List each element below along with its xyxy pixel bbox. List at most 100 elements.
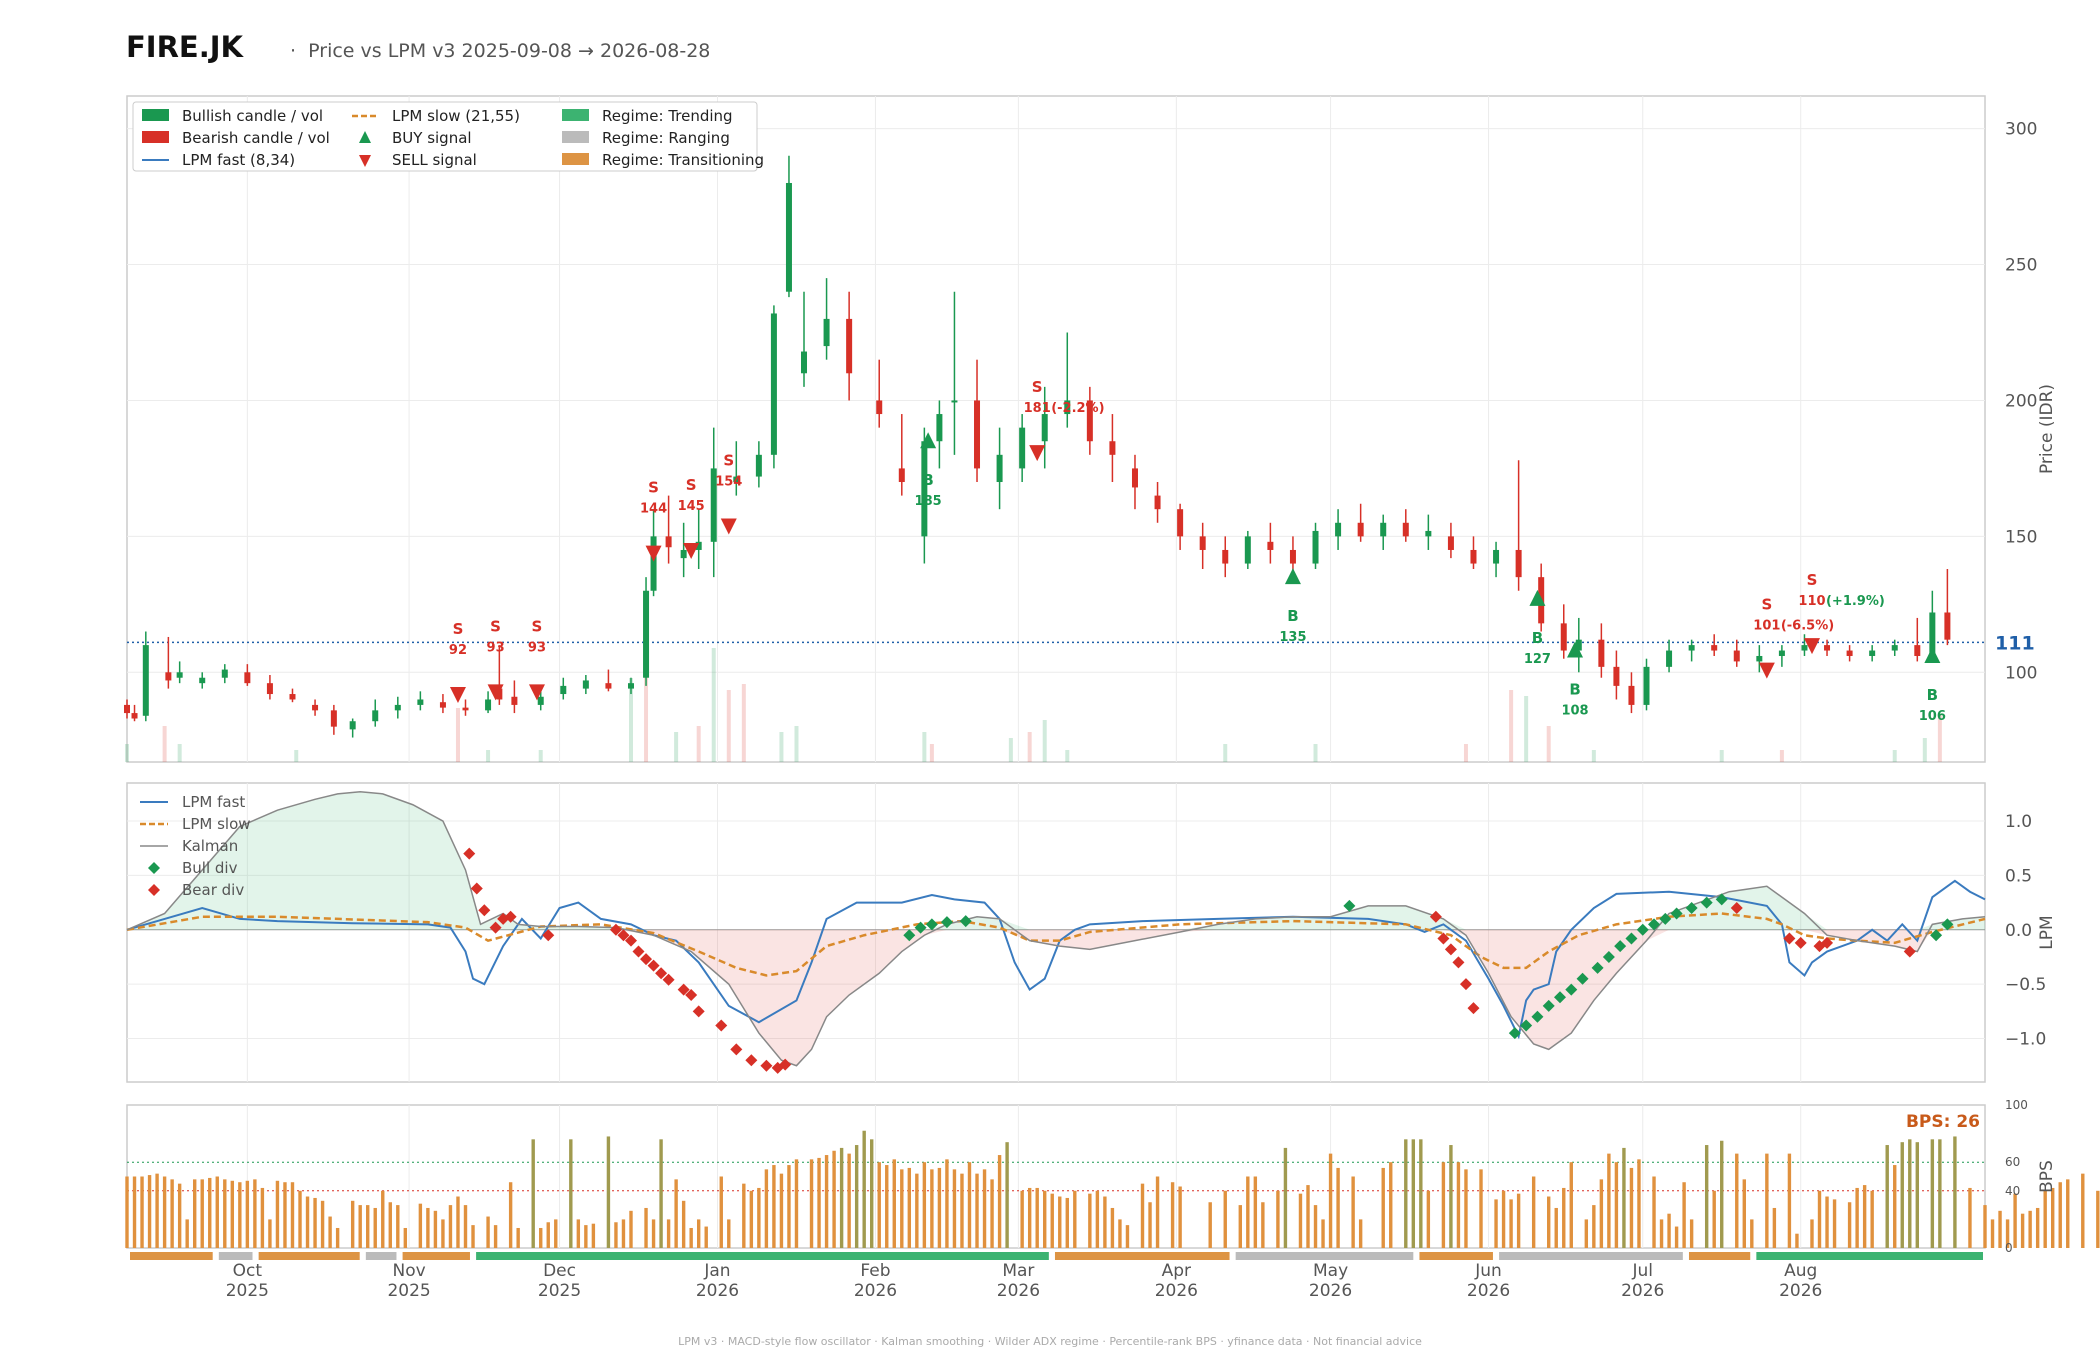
bps-bar xyxy=(1419,1139,1423,1248)
candle-body xyxy=(1177,509,1184,537)
candle-body xyxy=(1733,650,1740,662)
buy-signal-marker xyxy=(1567,641,1584,658)
bps-bar xyxy=(1704,1145,1709,1248)
sell-signal-letter: S xyxy=(490,617,501,635)
candle-body xyxy=(1109,441,1116,455)
price-y-label: Price (IDR) xyxy=(2037,384,2057,474)
buy-signal-price: 108 xyxy=(1561,704,1588,719)
regime-segment xyxy=(1419,1252,1493,1260)
price-legend-label: LPM fast (8,34) xyxy=(182,151,295,169)
bps-bar xyxy=(320,1200,325,1248)
bps-bar xyxy=(1810,1219,1814,1248)
bps-bar xyxy=(1622,1147,1626,1248)
bps-bar xyxy=(1516,1193,1521,1248)
bps-bar xyxy=(892,1159,896,1248)
sell-signal-price: 154 xyxy=(715,475,742,490)
bps-bar xyxy=(1426,1190,1431,1248)
candle-body xyxy=(131,713,138,719)
volume-bar xyxy=(125,744,129,762)
bull-div-marker xyxy=(1553,991,1566,1004)
x-tick-year: 2026 xyxy=(696,1281,739,1301)
bear-div-marker xyxy=(685,989,698,1002)
candle-body xyxy=(1643,666,1650,705)
bps-bar xyxy=(1817,1190,1822,1248)
bps-bar xyxy=(584,1225,588,1248)
bps-bar xyxy=(2096,1190,2100,1248)
regime-segment xyxy=(218,1252,253,1260)
bps-bar xyxy=(1787,1153,1792,1248)
volume-bar xyxy=(711,648,716,762)
chart-text: Oct2025Nov2025Dec2025Jan2026Feb2026Mar20… xyxy=(132,101,2057,1301)
bps-bar xyxy=(990,1179,994,1248)
candle-body xyxy=(1019,427,1026,469)
bps-bar xyxy=(1118,1219,1122,1248)
candle-body xyxy=(801,351,808,374)
candle-body xyxy=(199,677,206,684)
bear-div-marker xyxy=(1429,910,1442,923)
bear-div-marker xyxy=(760,1059,773,1072)
candle-body xyxy=(537,696,544,705)
bear-div-marker xyxy=(504,910,517,923)
bps-bar xyxy=(1441,1162,1446,1248)
buy-signal-price: 127 xyxy=(1524,652,1551,667)
bps-bar xyxy=(283,1182,287,1248)
volume-bar xyxy=(741,684,746,762)
bps-bar xyxy=(1223,1190,1227,1248)
bps-bar xyxy=(870,1139,874,1248)
bps-bar xyxy=(1456,1162,1461,1248)
lpm-y-tick: −1.0 xyxy=(2005,1030,2046,1050)
bull-div-marker xyxy=(1508,1027,1521,1040)
bps-bar xyxy=(1464,1169,1468,1248)
bps-bar xyxy=(2081,1173,2085,1248)
bps-bar xyxy=(945,1159,949,1248)
sell-signal-price: 144 xyxy=(640,502,667,517)
candle-body xyxy=(582,680,589,689)
price-legend-label: Bearish candle / vol xyxy=(182,129,330,147)
bps-bar xyxy=(193,1179,197,1248)
regime-segment xyxy=(1688,1252,1751,1260)
bps-bar xyxy=(215,1176,219,1248)
bps-bar xyxy=(1027,1187,1032,1248)
bps-bar xyxy=(614,1222,618,1248)
lpm-y-tick: −0.5 xyxy=(2005,975,2046,995)
bps-bar xyxy=(208,1177,212,1248)
sell-signal-price: 110 xyxy=(1798,594,1825,609)
ticker-title: FIRE.JK xyxy=(126,30,244,64)
legend-swatch-bull xyxy=(142,109,169,121)
bps-bar xyxy=(230,1180,235,1248)
volume-bar xyxy=(644,672,649,762)
bps-bar xyxy=(471,1225,475,1248)
price-frame xyxy=(126,95,1986,763)
bear-div-marker xyxy=(715,1019,728,1032)
bps-bar xyxy=(260,1187,265,1248)
bps-bar xyxy=(1035,1187,1039,1248)
candle-body xyxy=(1447,536,1454,550)
bps-bar xyxy=(1261,1202,1265,1248)
regime-segment xyxy=(258,1252,360,1260)
lpm-y-tick: 0.0 xyxy=(2005,921,2032,941)
bull-div-marker xyxy=(1614,940,1627,953)
bear-div-marker xyxy=(1730,902,1743,915)
bps-bar xyxy=(1893,1165,1897,1248)
x-tick-month: Dec xyxy=(543,1261,576,1281)
x-tick-month: Jun xyxy=(1474,1261,1502,1281)
volume-bar xyxy=(779,732,784,762)
candle-body xyxy=(695,541,702,550)
candle-body xyxy=(1289,549,1296,564)
bps-bar xyxy=(1509,1199,1513,1248)
x-tick-year: 2026 xyxy=(997,1281,1040,1301)
sell-signal-marker xyxy=(683,542,700,559)
candle-body xyxy=(485,699,492,711)
candle-body xyxy=(244,672,251,684)
bps-bar xyxy=(366,1205,370,1248)
bps-bar xyxy=(847,1153,851,1248)
bull-div-marker xyxy=(1636,923,1649,936)
bps-bar xyxy=(1155,1176,1160,1248)
bps-bar xyxy=(704,1226,708,1248)
x-tick-year: 2025 xyxy=(538,1281,581,1301)
sell-signal-letter: S xyxy=(453,620,464,638)
price-y-tick: 250 xyxy=(2005,256,2037,276)
bps-bar xyxy=(1607,1153,1611,1248)
bps-bar xyxy=(539,1227,543,1248)
candle-body xyxy=(1131,468,1138,488)
